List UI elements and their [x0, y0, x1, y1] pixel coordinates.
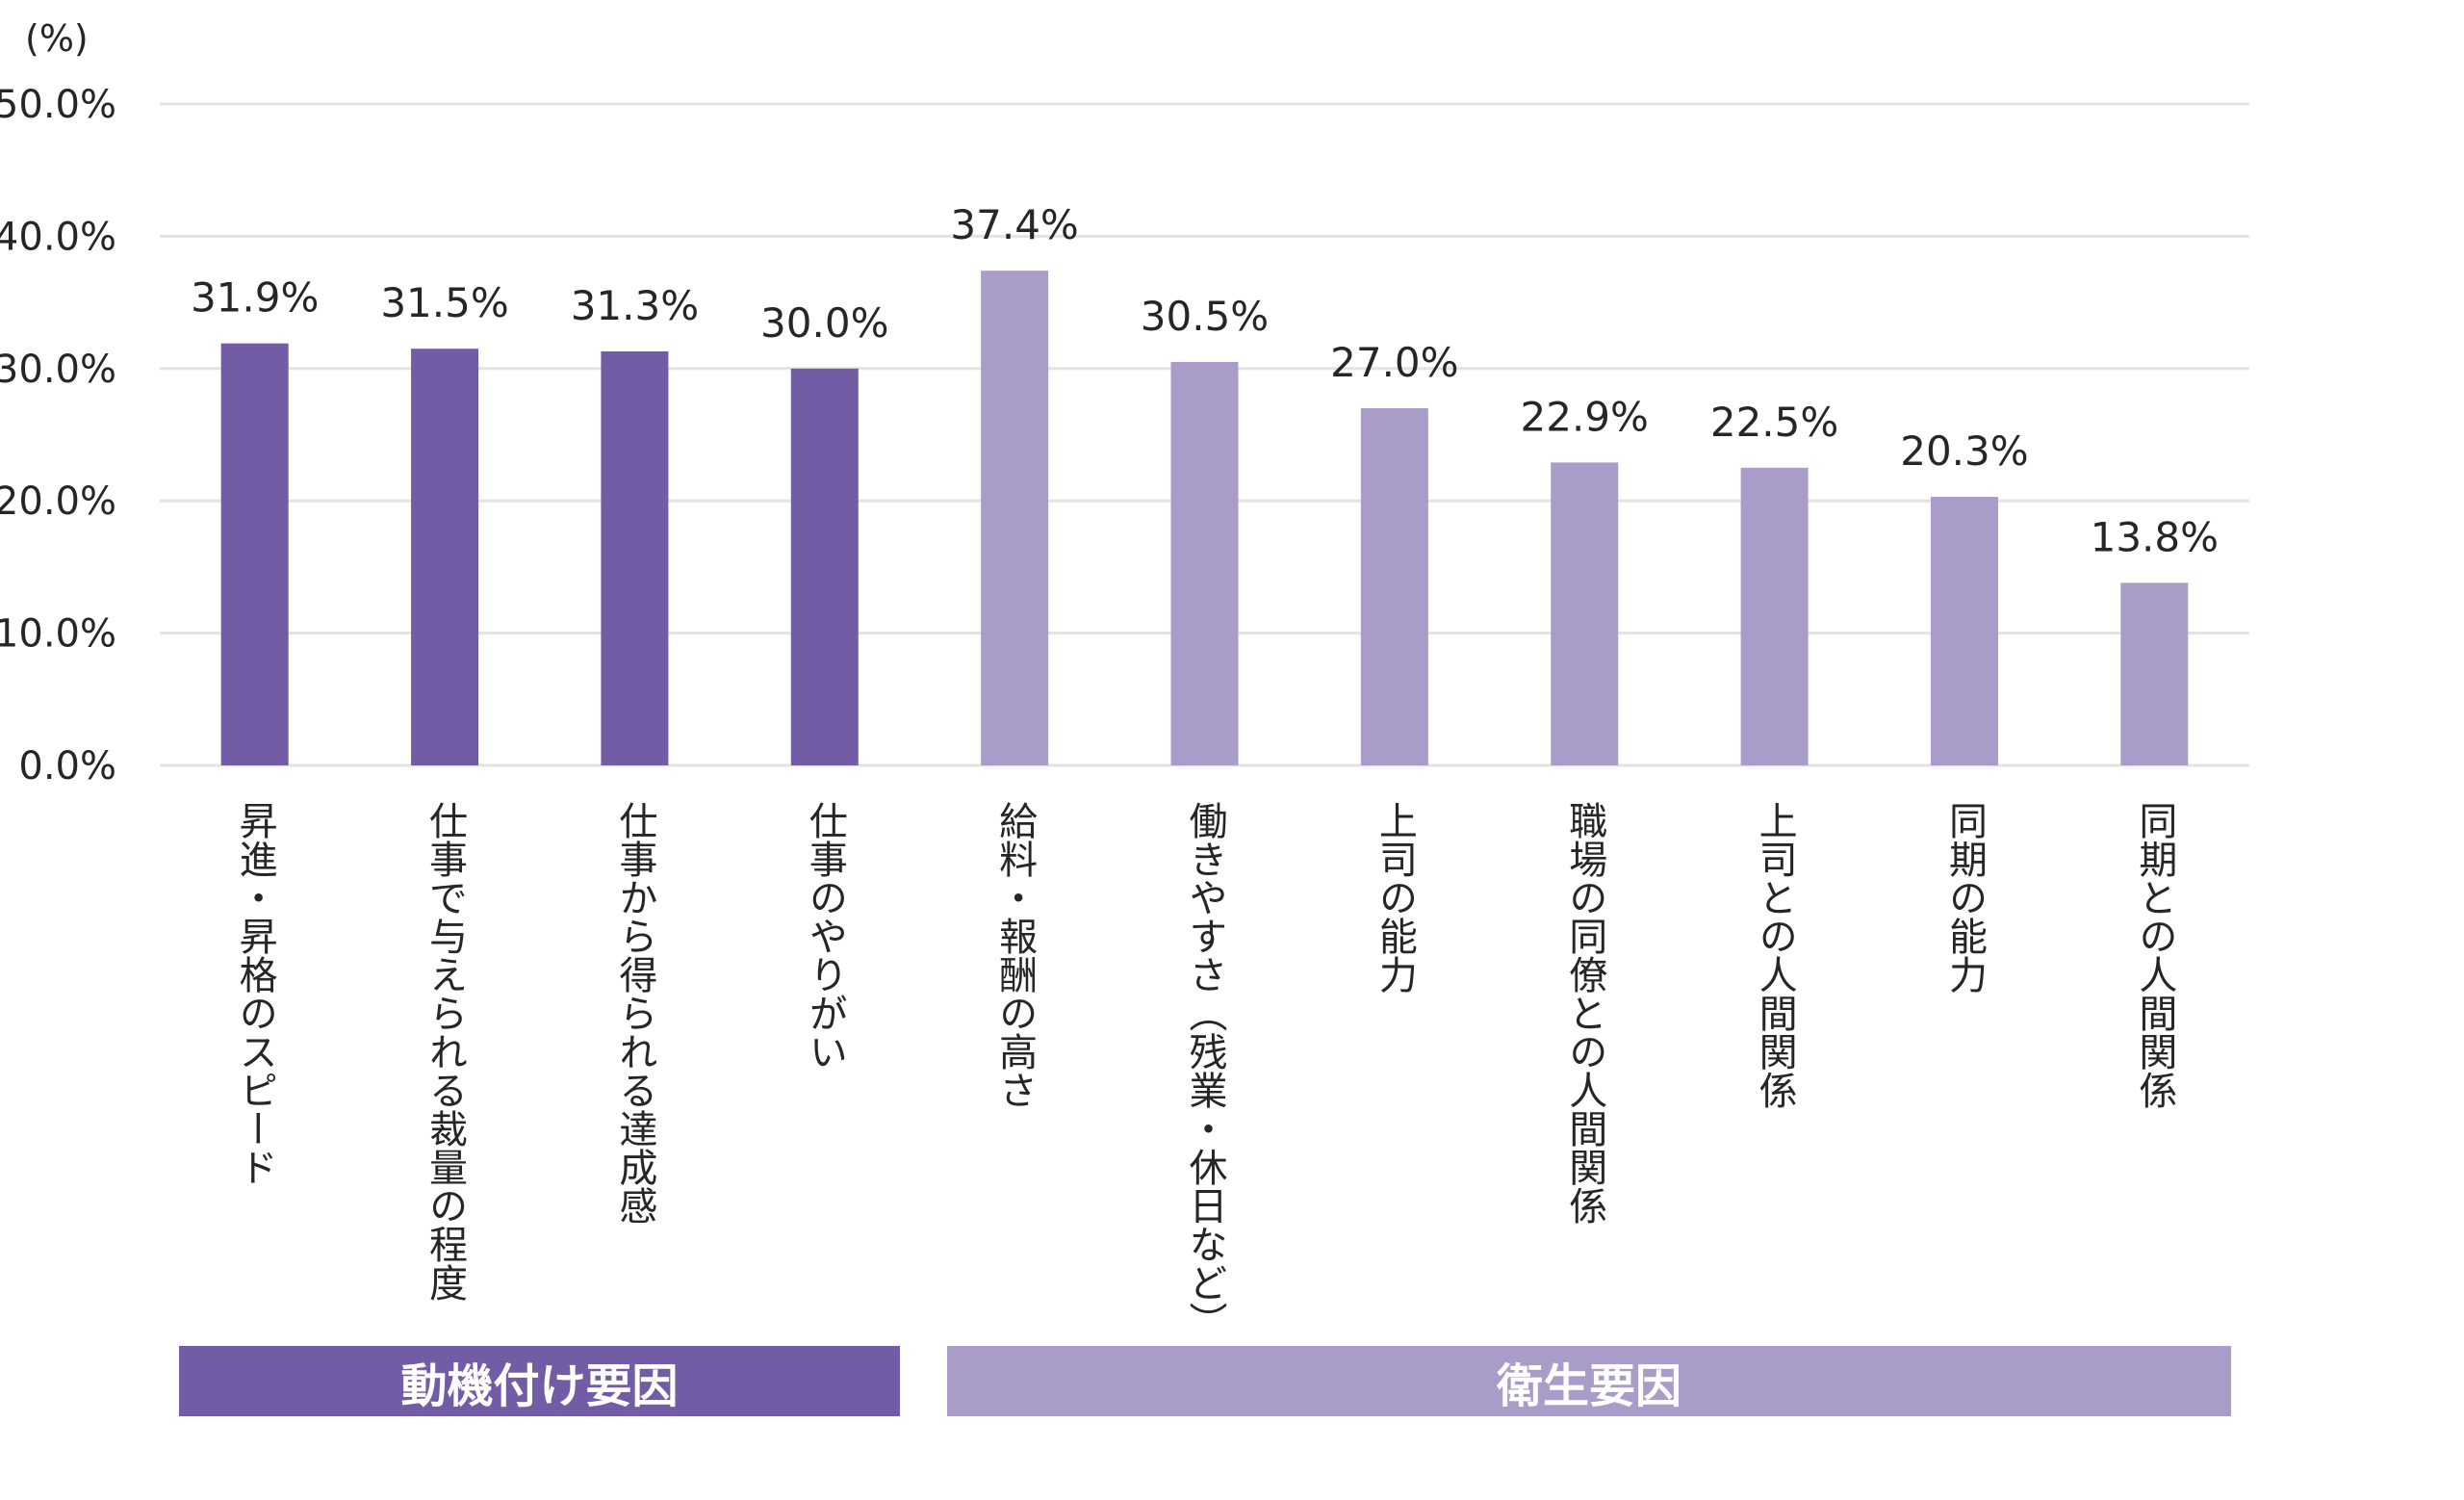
value-label: 22.9%	[1521, 393, 1649, 440]
value-label: 30.5%	[1141, 293, 1269, 340]
bar	[1551, 462, 1619, 765]
value-label: 31.9%	[191, 274, 319, 322]
category-label: 同期との人間関係	[2132, 801, 2177, 1109]
value-label: 31.5%	[380, 279, 508, 326]
bar	[1930, 497, 1998, 765]
category-label: 仕事から得られる達成感	[612, 801, 657, 1225]
y-tick-label: 30.0%	[0, 348, 116, 392]
value-label: 22.5%	[1710, 399, 1838, 446]
category-label: 給料・報酬の高さ	[992, 801, 1038, 1109]
value-label: 13.8%	[2091, 513, 2219, 560]
y-tick-label: 40.0%	[0, 215, 116, 259]
value-label: 20.3%	[1900, 427, 2028, 475]
category-label: 同期の能力	[1941, 801, 1987, 994]
value-label: 27.0%	[1330, 339, 1458, 386]
group-label: 衛生要因	[947, 1346, 2231, 1416]
group-label: 動機付け要因	[179, 1346, 900, 1416]
bar	[1740, 467, 1809, 765]
bars	[220, 271, 2189, 765]
y-tick-label: 20.0%	[0, 479, 116, 524]
y-axis-ticks: 0.0% 10.0% 20.0% 30.0% 40.0% 50.0%	[0, 83, 116, 789]
bar	[790, 368, 859, 765]
category-label: 上司の能力	[1372, 801, 1417, 994]
bar	[411, 349, 479, 765]
bar	[981, 271, 1049, 765]
y-axis-unit-label: (%)	[25, 17, 89, 60]
value-label: 37.4%	[950, 201, 1078, 248]
category-label: 昇進・昇格のスピード	[232, 801, 277, 1186]
category-label: 仕事で与えられる裁量の程度	[423, 801, 468, 1302]
value-labels: 31.9% 31.5% 31.3% 30.0% 37.4% 30.5% 27.0% 22.9%…	[191, 201, 2219, 560]
value-label: 30.0%	[760, 299, 888, 347]
category-label: 上司との人間関係	[1752, 801, 1797, 1109]
bar	[601, 350, 669, 765]
bar	[2120, 582, 2189, 765]
y-tick-label: 0.0%	[18, 744, 116, 789]
y-tick-label: 50.0%	[0, 83, 116, 127]
bar	[1170, 361, 1239, 765]
y-tick-label: 10.0%	[0, 612, 116, 657]
bar	[220, 343, 289, 765]
bar	[1360, 408, 1428, 765]
value-label: 31.3%	[571, 282, 699, 329]
category-label: 職場の同僚との人間関係	[1562, 801, 1607, 1225]
category-label: 働きやすさ（残業・休日など）	[1182, 801, 1227, 1340]
category-label: 仕事のやりがい	[802, 801, 847, 1071]
